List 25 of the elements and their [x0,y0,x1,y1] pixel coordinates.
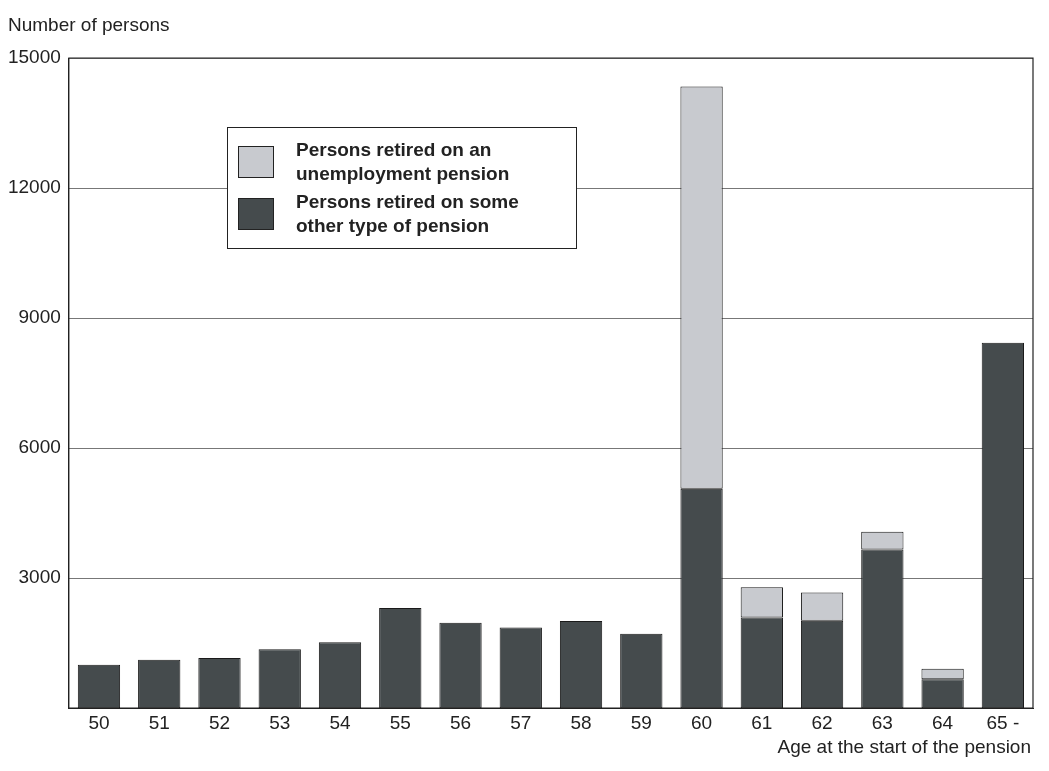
x-tick-label: 51 [148,711,170,733]
x-tick-label: 65 - [986,711,1020,733]
x-tick-label: 61 [751,711,773,733]
y-tick-label: 6000 [18,436,61,458]
x-tick-label: 56 [449,711,472,733]
legend-label: Persons retired on some other type of pension [296,190,520,238]
y-tick-label: 9000 [18,306,61,328]
x-tick-label: 57 [510,711,532,733]
y-tick-label: 12000 [7,176,61,198]
x-tick-label: 52 [208,711,231,733]
legend-label: Persons retired on an unemployment pension [296,138,511,186]
x-tick-label: 54 [329,711,351,733]
x-tick-label: 64 [932,711,954,733]
y-axis-title: Number of persons [8,14,170,36]
x-tick-label: 63 [871,711,893,733]
y-tick-label: 3000 [18,566,61,588]
x-tick-label: 53 [269,711,291,733]
x-tick-label: 55 [389,711,411,733]
x-tick-label: 58 [570,711,592,733]
y-tick-label: 15000 [7,46,61,68]
x-tick-label: 62 [811,711,833,733]
x-axis-title: Age at the start of the pension [777,736,1031,758]
x-tick-label: 50 [88,711,110,733]
x-tick-label: 60 [691,711,713,733]
x-tick-label: 59 [630,711,652,733]
